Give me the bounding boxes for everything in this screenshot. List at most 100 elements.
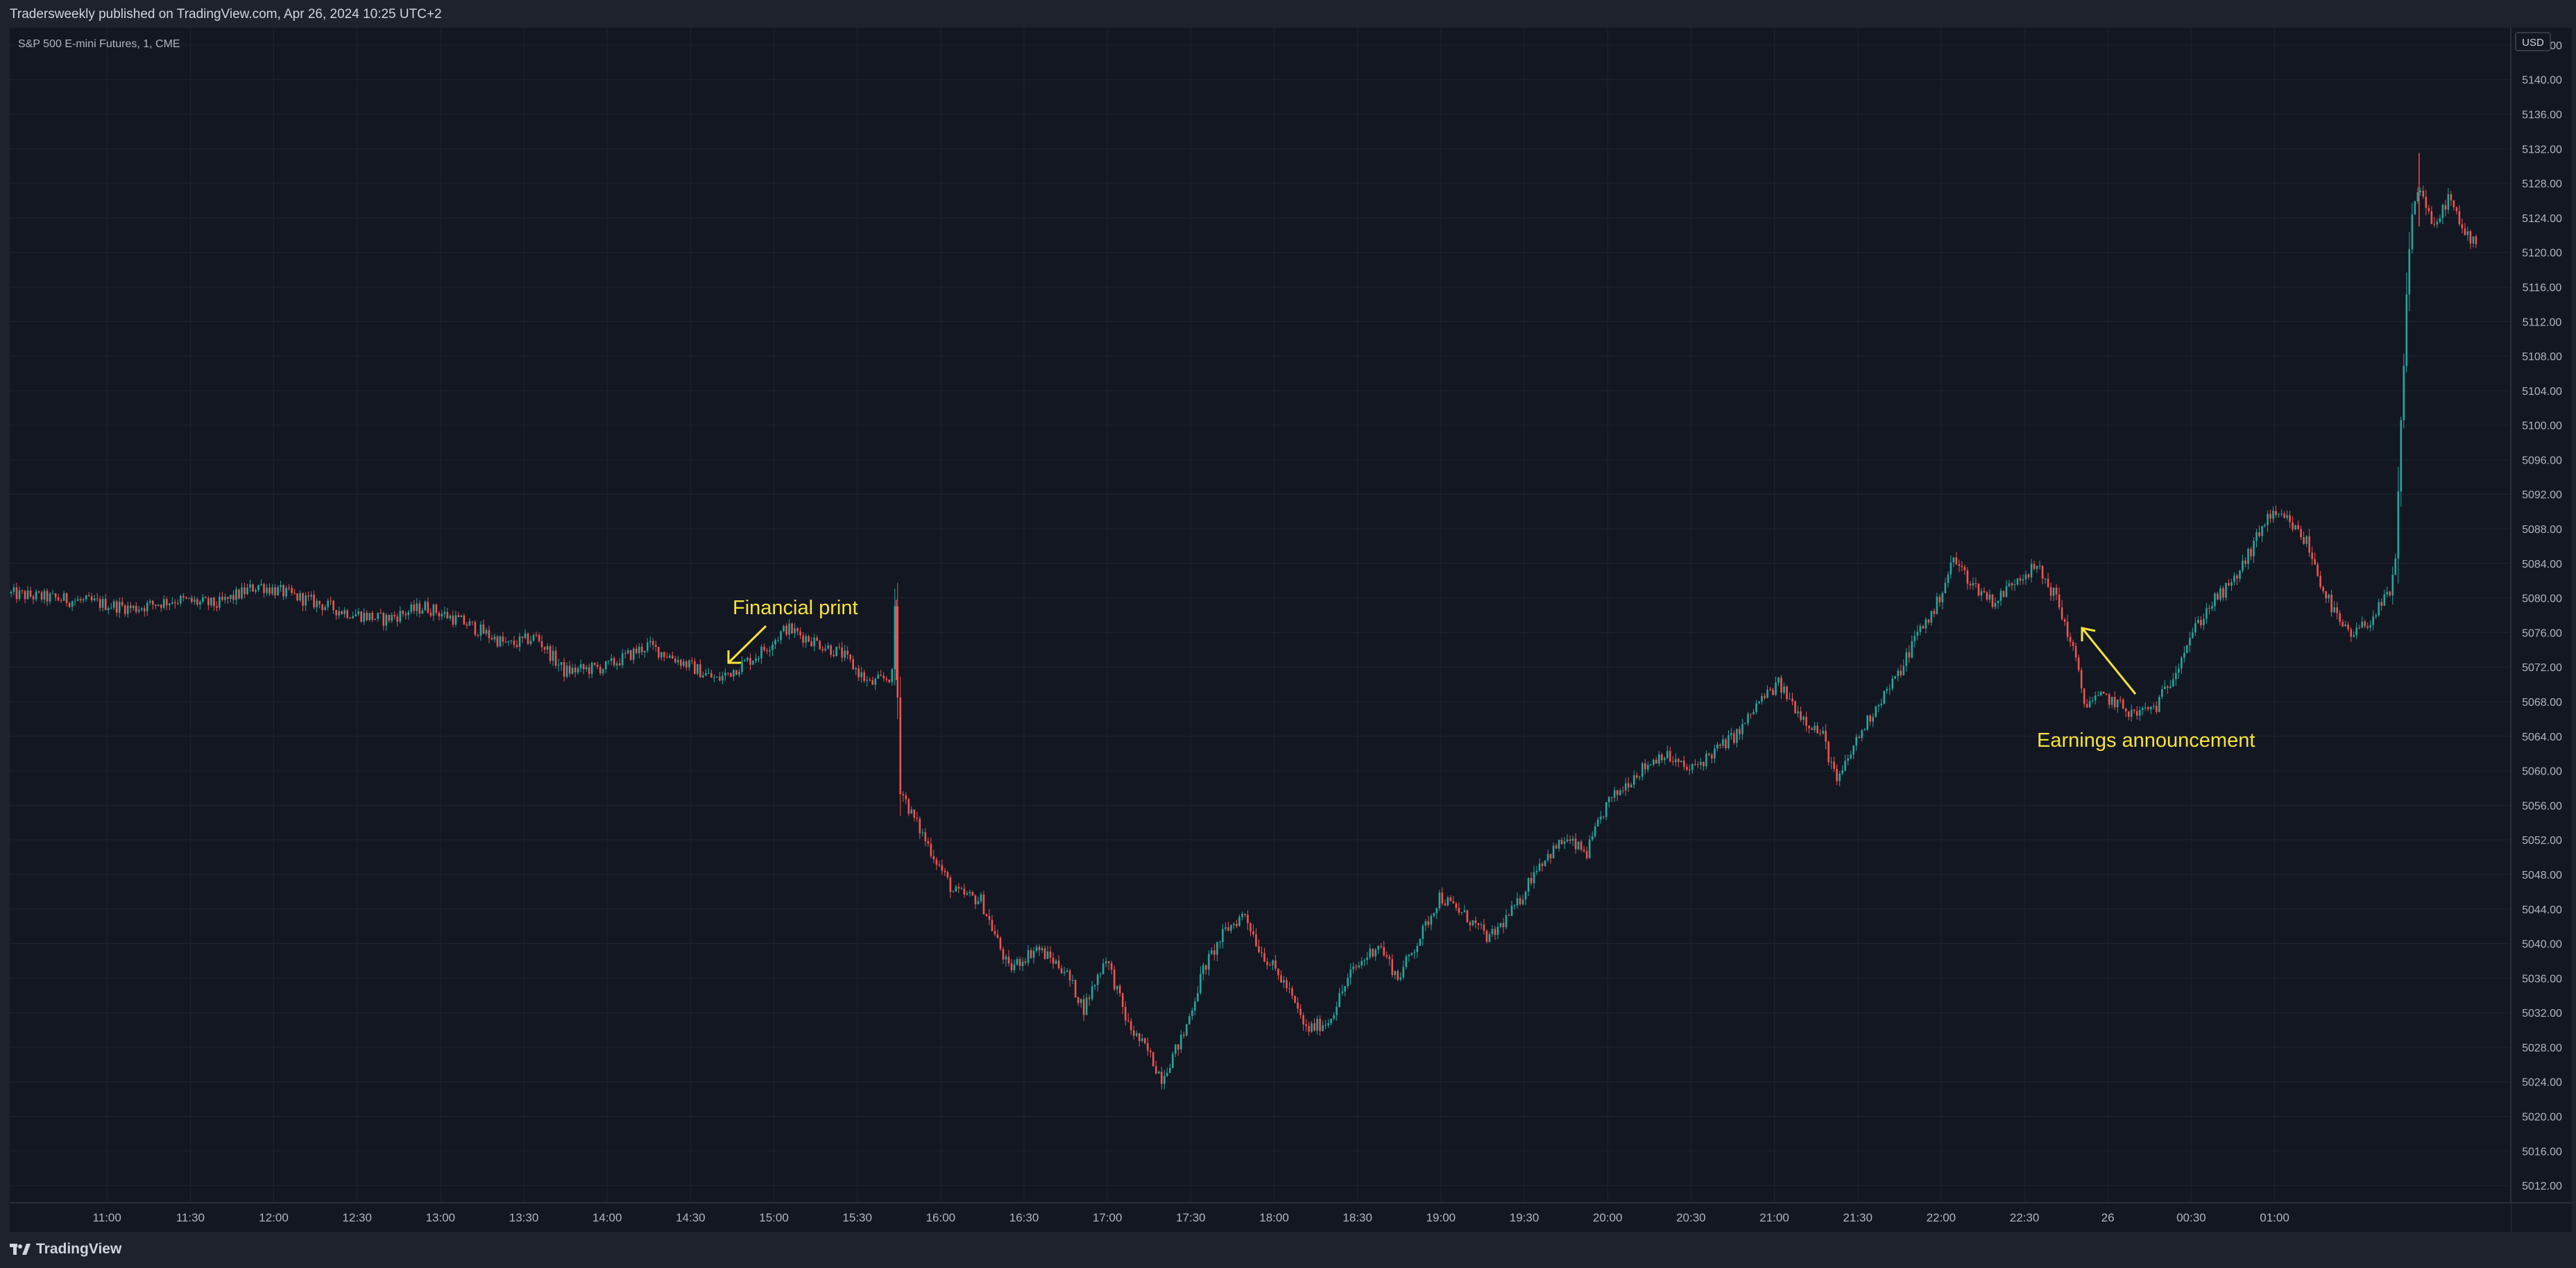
candle-body	[1291, 988, 1293, 996]
candle-body	[313, 594, 315, 608]
tradingview-brand: TradingView	[36, 1241, 122, 1257]
candle-body	[2155, 706, 2158, 712]
candle-body	[26, 590, 29, 600]
candle-body	[504, 641, 507, 643]
candle-body	[1163, 1076, 1166, 1084]
candle-body	[1157, 1072, 1160, 1074]
candle-body	[2353, 635, 2355, 637]
x-tick-label: 22:00	[1927, 1211, 1956, 1224]
candle-body	[1277, 968, 1279, 976]
candle-body	[2175, 673, 2177, 679]
candle-body	[777, 640, 779, 641]
candle-body	[1736, 729, 1738, 743]
candle-body	[1577, 841, 1580, 849]
candle-body	[1283, 980, 1285, 983]
candle-body	[774, 640, 776, 645]
x-tick-label: 26	[2101, 1211, 2115, 1224]
candle-body	[1599, 816, 1602, 820]
candle-body	[1391, 959, 1394, 975]
y-tick-label: 5056.00	[2522, 800, 2562, 812]
candle-body	[1941, 593, 1944, 602]
candle-body	[2389, 591, 2391, 595]
candle-body	[2181, 657, 2183, 668]
candle-body	[154, 605, 157, 606]
candle-body	[1121, 993, 1124, 1007]
candle-body	[1116, 986, 1118, 990]
candle-body	[1135, 1033, 1138, 1036]
candle-body	[1988, 594, 1991, 600]
candle-body	[1477, 923, 1480, 925]
candle-body	[932, 856, 935, 860]
candle-body	[579, 664, 582, 668]
candle-body	[2369, 625, 2372, 628]
candle-body	[221, 596, 223, 600]
annotation-financial-print: Financial print	[733, 597, 858, 619]
candle-body	[429, 612, 432, 616]
candle-body	[1316, 1018, 1318, 1031]
candle-body	[1925, 619, 1927, 629]
candle-body	[1902, 666, 1905, 675]
candle-body	[360, 611, 363, 622]
candle-body	[1791, 698, 1793, 702]
candle-body	[582, 664, 585, 670]
candle-body	[632, 648, 635, 660]
candle-body	[1533, 872, 1535, 884]
chart-area[interactable]: Financial print Earnings announcement 501…	[10, 28, 2572, 1232]
candle-body	[669, 655, 671, 658]
candle-body	[557, 664, 560, 666]
candle-body	[643, 650, 646, 652]
candle-body	[2164, 686, 2166, 690]
candle-body	[2428, 208, 2430, 212]
candle-body	[2016, 578, 2019, 585]
candle-body	[1499, 923, 1502, 927]
candle-body	[2169, 686, 2172, 688]
candle-body	[988, 915, 991, 920]
candle-body	[744, 660, 746, 661]
candle-body	[646, 642, 649, 651]
candle-body	[1772, 689, 1774, 695]
candle-body	[2138, 709, 2141, 716]
candle-body	[1863, 729, 1866, 731]
currency-badge[interactable]: USD	[2515, 32, 2551, 51]
candle-body	[2430, 211, 2433, 224]
candle-body	[1635, 775, 1638, 778]
candle-body	[246, 587, 248, 594]
candle-body	[1591, 836, 1594, 840]
candle-body	[819, 641, 821, 650]
candle-body	[2305, 536, 2308, 544]
candle-body	[163, 599, 165, 608]
candle-body	[1730, 733, 1732, 736]
candle-body	[852, 659, 854, 670]
candle-body	[1297, 1002, 1299, 1009]
candle-body	[1322, 1025, 1324, 1031]
candle-body	[1675, 759, 1677, 763]
candle-body	[2364, 621, 2366, 627]
candle-body	[2366, 626, 2369, 628]
candle-body	[74, 600, 76, 602]
candlestick-chart[interactable]: Financial print Earnings announcement 501…	[10, 28, 2572, 1232]
candle-body	[1449, 897, 1452, 902]
candle-body	[305, 595, 307, 606]
candle-body	[316, 600, 318, 608]
candle-body	[1027, 949, 1030, 963]
candle-body	[833, 654, 835, 657]
candle-body	[355, 614, 357, 616]
candle-body	[1491, 929, 1494, 934]
candle-body	[2472, 236, 2475, 244]
tradingview-logo[interactable]: TradingView	[10, 1241, 121, 1258]
candle-body	[2236, 575, 2238, 579]
annotations: Financial print Earnings announcement	[727, 597, 2255, 752]
candle-body	[51, 593, 54, 595]
candle-body	[1149, 1051, 1152, 1052]
candle-body	[2414, 201, 2416, 214]
candle-body	[735, 670, 737, 675]
candle-body	[1830, 761, 1832, 763]
candle-body	[733, 670, 735, 677]
candle-body	[846, 650, 848, 655]
candle-body	[2375, 615, 2378, 617]
candle-body	[1238, 917, 1240, 927]
candle-body	[477, 634, 479, 636]
chart-title: S&P 500 E-mini Futures, 1, CME	[18, 38, 180, 50]
candle-body	[2344, 624, 2346, 627]
candle-body	[1263, 953, 1265, 962]
